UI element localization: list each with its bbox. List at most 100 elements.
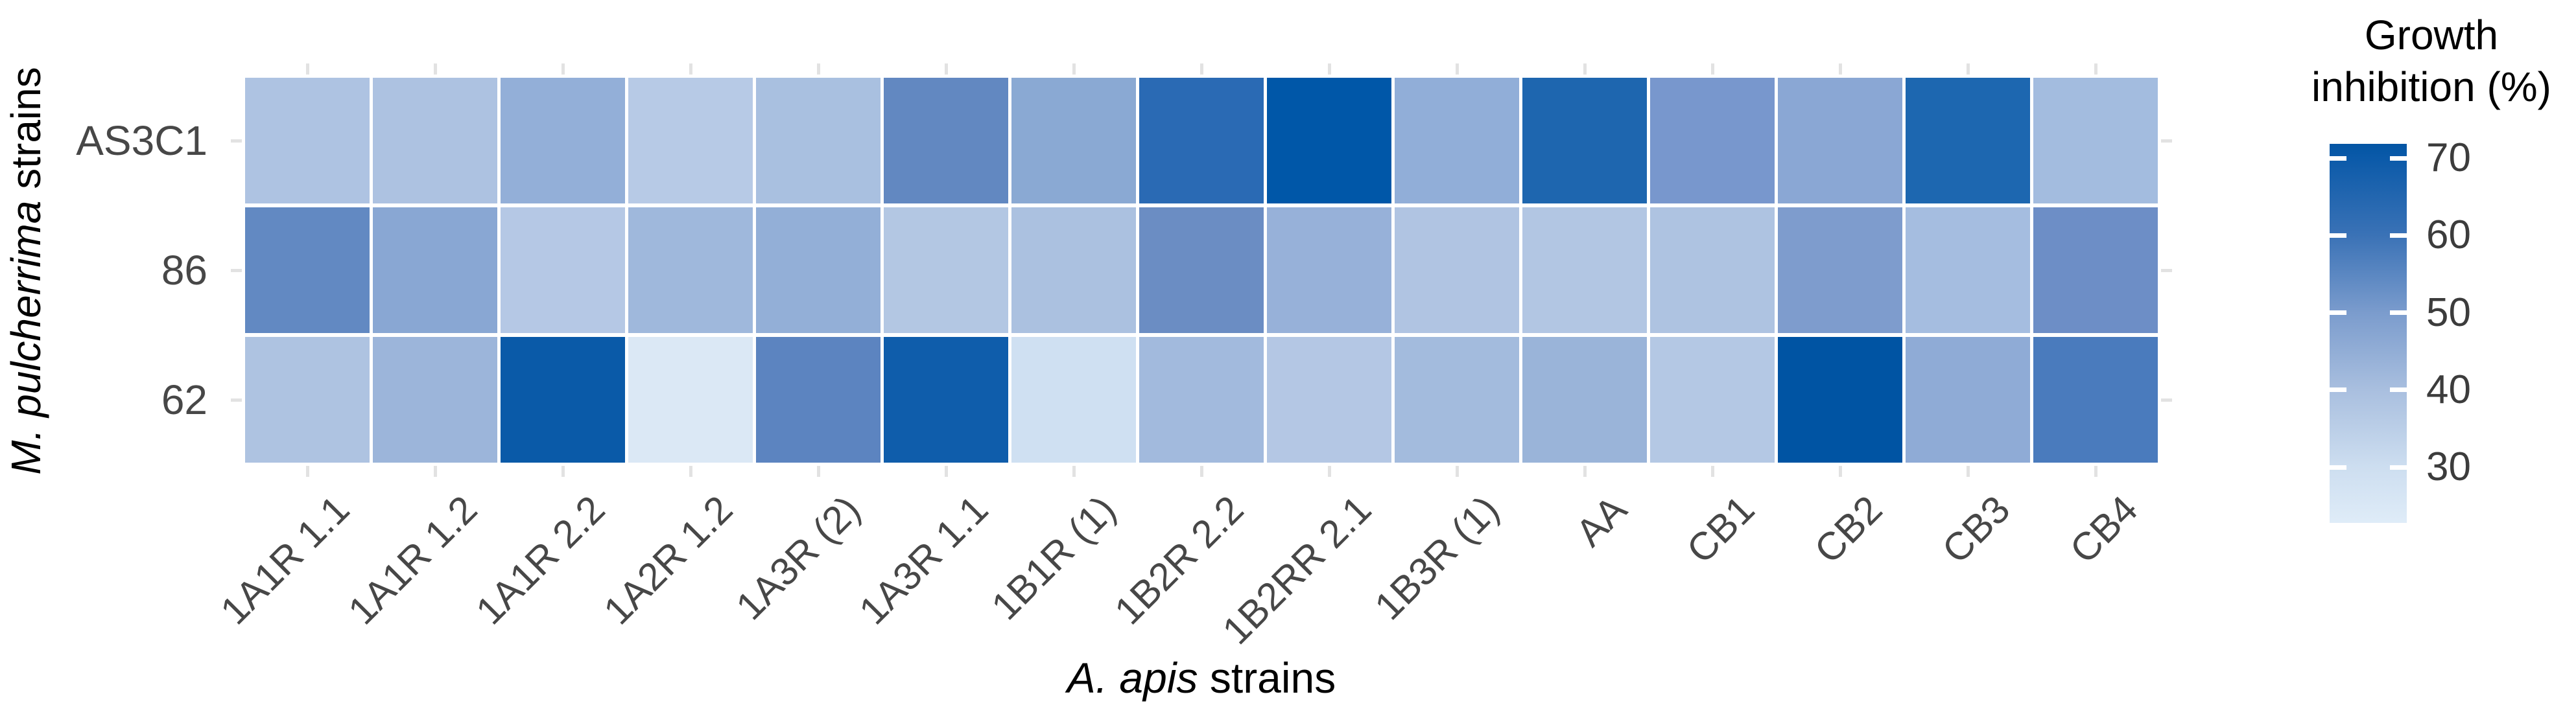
heatmap-cell xyxy=(1395,207,1519,333)
legend-tick-label: 70 xyxy=(2426,135,2471,180)
heatmap-cell xyxy=(628,207,753,333)
legend-gradient-bar xyxy=(2330,144,2407,523)
x-axis-tick-top xyxy=(944,63,948,75)
legend-tick-label: 30 xyxy=(2426,444,2471,489)
legend-tick-mark-right xyxy=(2390,233,2407,238)
heatmap-cell xyxy=(1395,78,1519,203)
heatmap-cell xyxy=(1778,78,1902,203)
y-axis-tick-left xyxy=(231,268,242,272)
x-axis-tick-bottom xyxy=(944,466,948,477)
heatmap-cell xyxy=(1906,337,2030,463)
heatmap-cell xyxy=(1395,337,1519,463)
heatmap-cell xyxy=(1011,78,1136,203)
heatmap-cell xyxy=(884,78,1008,203)
legend-tick-mark-left xyxy=(2330,465,2346,470)
heatmap-cell xyxy=(1522,337,1647,463)
x-axis-tick-top xyxy=(1583,63,1587,75)
heatmap-cell xyxy=(884,207,1008,333)
y-axis-tick-right xyxy=(2161,268,2172,272)
x-axis-tick-top xyxy=(561,63,565,75)
x-axis-tick-top xyxy=(1327,63,1331,75)
y-tick-label: 62 xyxy=(161,376,207,423)
y-axis-tick-left xyxy=(231,398,242,402)
heatmap-cell xyxy=(756,337,880,463)
heatmap-cell xyxy=(1139,78,1264,203)
y-axis-tick-right xyxy=(2161,398,2172,402)
legend-tick-mark-right xyxy=(2390,465,2407,470)
x-axis-tick-bottom xyxy=(305,466,309,477)
legend-tick-mark-left xyxy=(2330,310,2346,315)
heatmap-cell xyxy=(245,337,370,463)
heatmap-cell xyxy=(1650,207,1775,333)
y-axis-title-italic-part: M. pulcherrima xyxy=(3,200,49,475)
heatmap-cell xyxy=(884,337,1008,463)
legend-tick-mark-left xyxy=(2330,233,2346,238)
x-axis-title-regular-part: strains xyxy=(1198,654,1336,702)
heatmap-cell xyxy=(373,78,497,203)
heatmap-cell xyxy=(1522,78,1647,203)
x-axis-tick-bottom xyxy=(1583,466,1587,477)
heatmap-cell xyxy=(1139,337,1264,463)
heatmap-cell xyxy=(2033,78,2158,203)
x-axis-title-italic-part: A. apis xyxy=(1067,654,1198,702)
y-axis-title: M. pulcherrima strains xyxy=(0,0,52,724)
x-axis-tick-top xyxy=(1072,63,1076,75)
x-axis-tick-bottom xyxy=(1966,466,1970,477)
x-axis-tick-bottom xyxy=(1455,466,1459,477)
heatmap-cell xyxy=(1139,207,1264,333)
heatmap-cell xyxy=(756,78,880,203)
heatmap-cell xyxy=(373,337,497,463)
x-axis-title: A. apis strains xyxy=(245,653,2158,702)
x-axis-tick-bottom xyxy=(689,466,692,477)
heatmap-cell xyxy=(1650,337,1775,463)
legend-tick-mark-left xyxy=(2330,387,2346,393)
heatmap-cell xyxy=(2033,207,2158,333)
x-axis-tick-top xyxy=(1199,63,1203,75)
x-axis-tick-top xyxy=(1838,63,1842,75)
heatmap-cell xyxy=(628,78,753,203)
legend-tick-label: 40 xyxy=(2426,367,2471,412)
heatmap-cell xyxy=(501,337,625,463)
legend-tick-label: 60 xyxy=(2426,213,2471,258)
x-axis-tick-top xyxy=(1455,63,1459,75)
heatmap-cell xyxy=(501,207,625,333)
legend-tick-mark-right xyxy=(2390,310,2407,315)
legend-title-line-1: Growth xyxy=(2364,12,2499,58)
heatmap-cell xyxy=(628,337,753,463)
heatmap-cell xyxy=(1906,207,2030,333)
x-axis-tick-bottom xyxy=(1327,466,1331,477)
legend-tick-mark-right xyxy=(2390,387,2407,393)
legend-tick-mark-left xyxy=(2330,156,2346,161)
heatmap-cell xyxy=(245,207,370,333)
y-axis-tick-right xyxy=(2161,139,2172,143)
x-axis-tick-bottom xyxy=(1072,466,1076,477)
x-axis-tick-bottom xyxy=(1710,466,1714,477)
heatmap-cell xyxy=(1522,207,1647,333)
y-tick-label: AS3C1 xyxy=(76,117,207,164)
heatmap-cell xyxy=(2033,337,2158,463)
x-axis-tick-top xyxy=(433,63,437,75)
heatmap-cell xyxy=(1650,78,1775,203)
x-axis-tick-top xyxy=(2094,63,2097,75)
y-axis-tick-left xyxy=(231,139,242,143)
heatmap-cell xyxy=(1267,207,1391,333)
x-axis-tick-top xyxy=(816,63,820,75)
heatmap-cell xyxy=(1267,337,1391,463)
heatmap-cell xyxy=(1778,337,1902,463)
x-axis-tick-bottom xyxy=(561,466,565,477)
x-axis-tick-top xyxy=(1710,63,1714,75)
heatmap-cell xyxy=(756,207,880,333)
heatmap-cell xyxy=(1011,207,1136,333)
x-axis-tick-bottom xyxy=(1838,466,1842,477)
heatmap-cell xyxy=(245,78,370,203)
heatmap-cell xyxy=(373,207,497,333)
heatmap-cell xyxy=(1011,337,1136,463)
heatmap-cell xyxy=(1906,78,2030,203)
x-axis-tick-bottom xyxy=(2094,466,2097,477)
y-tick-label: 86 xyxy=(161,247,207,294)
legend-tick-label: 50 xyxy=(2426,290,2471,335)
x-axis-tick-bottom xyxy=(433,466,437,477)
heatmap-cell xyxy=(501,78,625,203)
heatmap-cell xyxy=(1267,78,1391,203)
